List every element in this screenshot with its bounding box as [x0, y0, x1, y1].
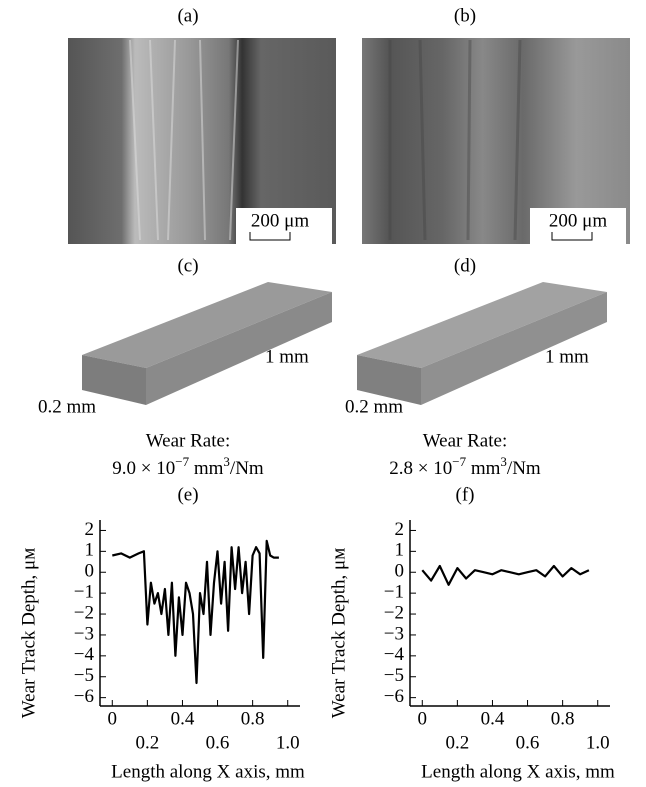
y-tick-label: −5 [74, 665, 94, 686]
chart-title: (e) [177, 484, 198, 505]
surface-render [82, 282, 332, 405]
data-line [112, 539, 279, 685]
y-tick-label: −1 [74, 582, 94, 603]
y-tick-label: −2 [384, 602, 404, 623]
x-axis-label: Length along X axis, mm [111, 761, 305, 782]
panel-label: (a) [177, 5, 198, 26]
y-tick-label: −3 [384, 623, 404, 644]
surface-render [357, 282, 607, 405]
dimension-label: 0.2 mm [38, 396, 96, 417]
scale-box [530, 208, 626, 244]
rate-title: Wear Rate: [146, 430, 230, 451]
x-axis-label: Length along X axis, mm [421, 761, 615, 782]
chart-title: (f) [456, 484, 475, 505]
scale-bar [551, 232, 593, 241]
x-tick-label: 0.2 [135, 732, 159, 753]
data-line [421, 564, 590, 586]
x-tick-label: 0.2 [445, 732, 469, 753]
texture [388, 39, 522, 241]
scale-bar [249, 232, 291, 241]
y-tick-label: −2 [74, 602, 94, 623]
panel-label: (c) [177, 255, 198, 276]
x-tick-label: 0 [418, 708, 428, 729]
panel-label: (d) [454, 255, 476, 276]
panel-label: (b) [454, 5, 476, 26]
x-tick-label: 0.4 [171, 708, 195, 729]
scale-bar-label: 200 μm [549, 210, 607, 231]
wear-rate: 9.0 × 10−7 mm3/Nm [112, 454, 264, 479]
y-tick-label: −3 [74, 623, 94, 644]
x-tick-label: 1.0 [276, 732, 300, 753]
x-tick-label: 0.8 [551, 708, 575, 729]
dimension-label: 1 mm [265, 346, 309, 367]
y-axis-label: Wear Track Depth, μм [18, 548, 39, 719]
x-tick-label: 0.4 [481, 708, 505, 729]
x-tick-label: 0 [108, 708, 118, 729]
y-tick-label: −4 [384, 644, 405, 665]
dimension-label: 0.2 mm [345, 396, 403, 417]
y-tick-label: 1 [395, 540, 405, 561]
y-tick-label: 0 [85, 561, 95, 582]
dimension-label: 1 mm [545, 346, 589, 367]
y-tick-label: 2 [395, 519, 405, 540]
y-axis-label: Wear Track Depth, μм [328, 548, 349, 719]
wear-rate: 2.8 × 10−7 mm3/Nm [389, 454, 541, 479]
y-tick-label: 1 [85, 540, 95, 561]
y-tick-label: −6 [384, 686, 404, 707]
x-tick-label: 0.8 [241, 708, 265, 729]
y-tick-label: 0 [395, 561, 405, 582]
y-tick-label: −6 [74, 686, 94, 707]
texture [129, 39, 239, 241]
x-tick-label: 0.6 [206, 732, 230, 753]
x-tick-label: 1.0 [586, 732, 610, 753]
scale-bar-label: 200 μm [251, 210, 309, 231]
rate-title: Wear Rate: [423, 430, 507, 451]
y-tick-label: −4 [74, 644, 95, 665]
scale-box [236, 208, 332, 244]
y-tick-label: −1 [384, 582, 404, 603]
y-tick-label: 2 [85, 519, 95, 540]
x-tick-label: 0.6 [516, 732, 540, 753]
y-tick-label: −5 [384, 665, 404, 686]
